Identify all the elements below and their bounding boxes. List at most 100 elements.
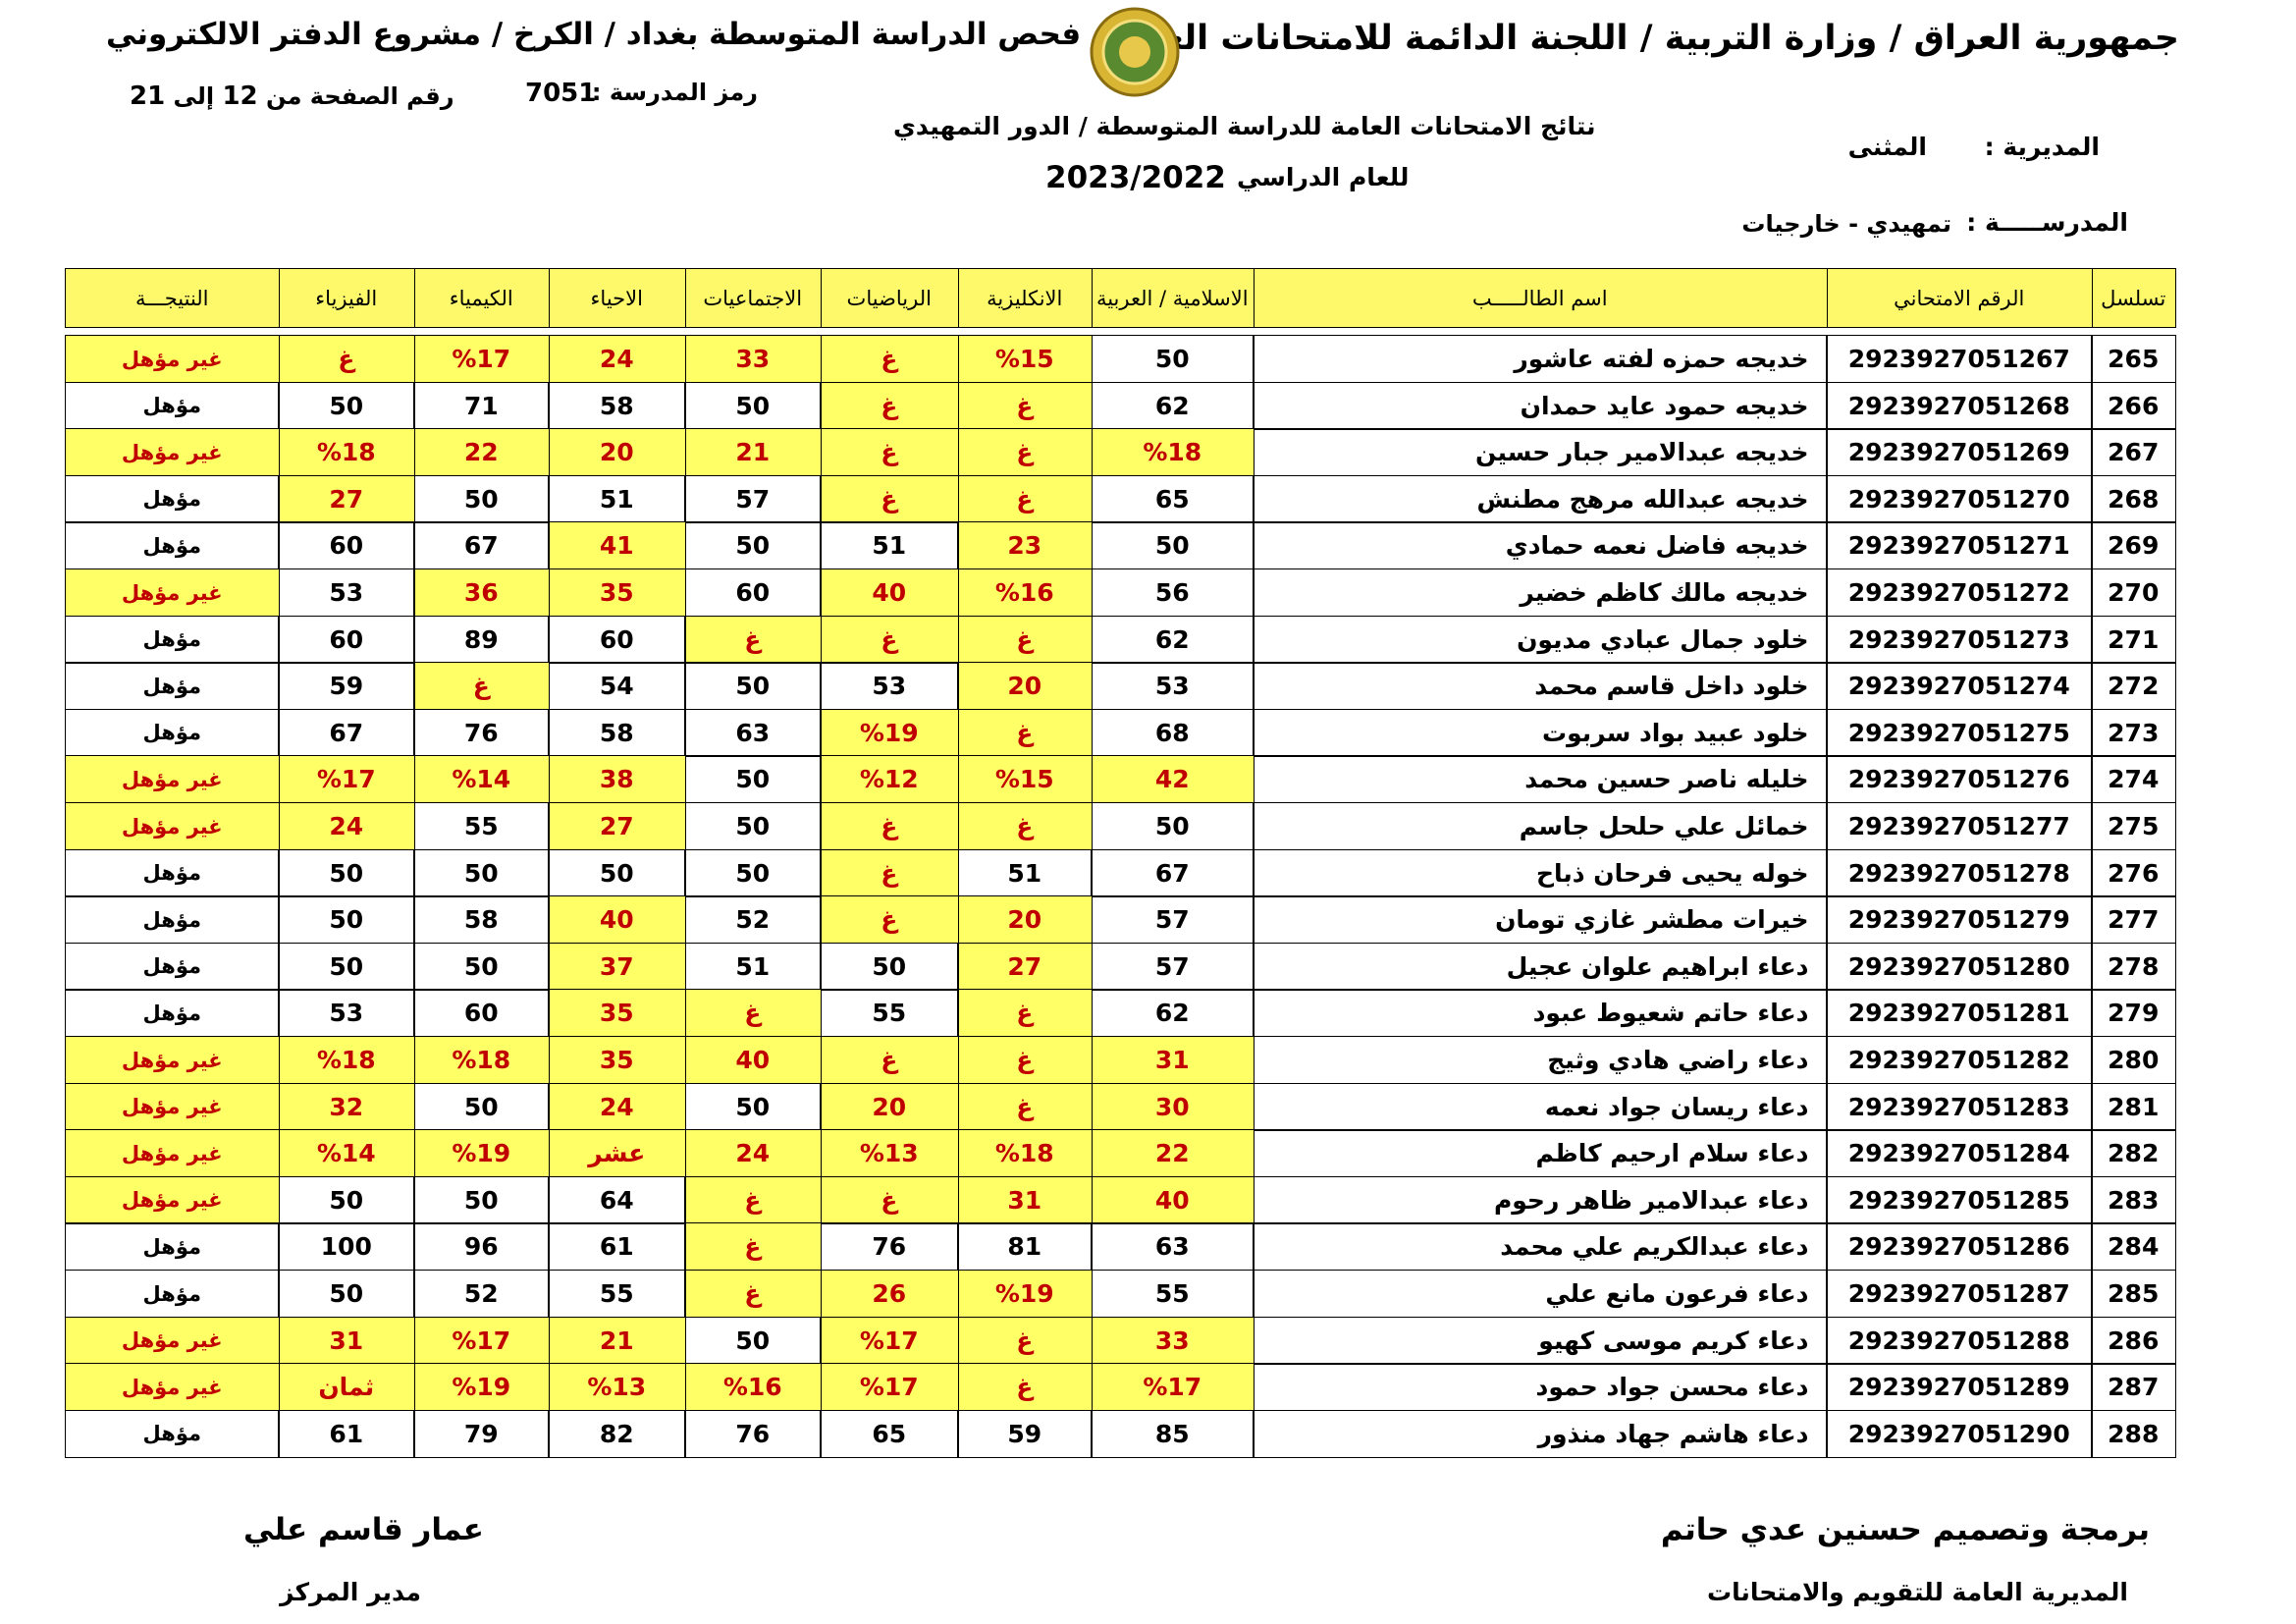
student-name: خوله يحيى فرحان ذباح (1253, 848, 1828, 897)
table-cell: غ (957, 615, 1093, 664)
table-cell: 50 (278, 1270, 415, 1319)
student-name: دعاء فرعون مانع علي (1253, 1270, 1828, 1319)
table-cell: 275 (2091, 802, 2176, 851)
table-cell: عشر (548, 1129, 686, 1178)
student-name: دعاء عبدالكريم علي محمد (1253, 1222, 1828, 1272)
table-cell: غ (820, 1036, 959, 1085)
table-cell: %19 (820, 708, 959, 757)
table-cell: %19 (413, 1363, 550, 1412)
table-cell: 89 (413, 615, 550, 664)
table-cell: 30 (1091, 1082, 1255, 1131)
table-cell: غ (957, 1316, 1093, 1365)
column-header: الكيمياء (413, 268, 550, 328)
table-cell: %17 (820, 1316, 959, 1365)
table-cell: 50 (413, 1175, 550, 1224)
column-header: الرياضيات (820, 268, 959, 328)
directorate-label: المديرية : (1984, 133, 2100, 161)
table-cell: غ (820, 802, 959, 851)
table-cell: 50 (684, 1316, 822, 1365)
table-cell: %12 (820, 755, 959, 804)
student-name: دعاء هاشم جهاد منذور (1253, 1409, 1828, 1458)
table-cell: 50 (820, 942, 959, 991)
table-cell: 2923927051287 (1826, 1270, 2093, 1319)
table-cell: %18 (413, 1036, 550, 1085)
table-cell: مؤهل (65, 1270, 280, 1319)
column-header: الانكليزية (957, 268, 1093, 328)
table-cell: 51 (820, 521, 959, 570)
table-cell: 279 (2091, 989, 2176, 1038)
table-cell: 20 (957, 895, 1093, 945)
page-to: إلى (173, 82, 215, 110)
table-cell: 2923927051290 (1826, 1409, 2093, 1458)
table-cell: 277 (2091, 895, 2176, 945)
table-cell: 33 (684, 335, 822, 384)
table-cell: 2923927051278 (1826, 848, 2093, 897)
table-cell: غ (413, 662, 550, 711)
table-cell: 79 (413, 1409, 550, 1458)
table-cell: غ (820, 335, 959, 384)
table-cell: 36 (413, 568, 550, 618)
column-header: اسم الطالـــــب (1253, 268, 1828, 328)
table-cell: %14 (278, 1129, 415, 1178)
table-cell: 71 (413, 381, 550, 430)
table-cell: مؤهل (65, 708, 280, 757)
table-cell: 40 (548, 895, 686, 945)
table-cell: 76 (684, 1409, 822, 1458)
emblem (1090, 7, 1180, 97)
student-name: دعاء عبدالامير ظاهر رحوم (1253, 1175, 1828, 1224)
table-cell: 50 (1091, 802, 1255, 851)
table-cell: 31 (957, 1175, 1093, 1224)
table-cell: 2923927051277 (1826, 802, 2093, 851)
table-cell: غ (957, 802, 1093, 851)
table-cell: 22 (413, 428, 550, 477)
table-cell: 21 (548, 1316, 686, 1365)
table-cell: %15 (957, 755, 1093, 804)
column-header: النتيجـــة (65, 268, 280, 328)
student-name: دعاء ريسان جواد نعمه (1253, 1082, 1828, 1131)
table-cell: 2923927051273 (1826, 615, 2093, 664)
table-cell: 63 (1091, 1222, 1255, 1272)
table-cell: 53 (1091, 662, 1255, 711)
school-code: 7051 (525, 79, 597, 108)
table-cell: غير مؤهل (65, 335, 280, 384)
table-cell: غير مؤهل (65, 1129, 280, 1178)
table-cell: 271 (2091, 615, 2176, 664)
table-cell: 2923927051288 (1826, 1316, 2093, 1365)
footer-directorate: المديرية العامة للتقويم والامتحانات (1706, 1578, 2128, 1606)
table-cell: غ (820, 615, 959, 664)
table-cell: غ (684, 1270, 822, 1319)
table-cell: غير مؤهل (65, 1363, 280, 1412)
student-name: خديجه حمود عايد حمدان (1253, 381, 1828, 430)
table-cell: %18 (278, 428, 415, 477)
table-cell: غ (957, 1363, 1093, 1412)
table-cell: %18 (278, 1036, 415, 1085)
table-cell: مؤهل (65, 1409, 280, 1458)
table-cell: 285 (2091, 1270, 2176, 1319)
table-cell: 55 (413, 802, 550, 851)
table-cell: غ (820, 428, 959, 477)
table-cell: غ (820, 474, 959, 523)
table-cell: 2923927051274 (1826, 662, 2093, 711)
table-cell: 33 (1091, 1316, 1255, 1365)
table-cell: 76 (413, 708, 550, 757)
table-cell: 20 (957, 662, 1093, 711)
table-cell: %17 (278, 755, 415, 804)
table-cell: 278 (2091, 942, 2176, 991)
table-cell: 50 (684, 381, 822, 430)
table-cell: 50 (684, 755, 822, 804)
table-cell: 268 (2091, 474, 2176, 523)
table-cell: %15 (957, 335, 1093, 384)
table-cell: 270 (2091, 568, 2176, 618)
table-cell: 50 (684, 662, 822, 711)
page-info: رقم الصفحة من 12 إلى 21 (130, 83, 454, 109)
table-cell: 276 (2091, 848, 2176, 897)
table-cell: 287 (2091, 1363, 2176, 1412)
table-cell: 62 (1091, 381, 1255, 430)
results-title: نتائج الامتحانات العامة للدراسة المتوسطة… (893, 112, 1596, 140)
table-cell: 50 (684, 802, 822, 851)
table-cell: 53 (278, 989, 415, 1038)
table-cell: 96 (413, 1222, 550, 1272)
student-name: خديجه عبدالله مرهج مطنش (1253, 474, 1828, 523)
page-total: 21 (130, 81, 166, 111)
